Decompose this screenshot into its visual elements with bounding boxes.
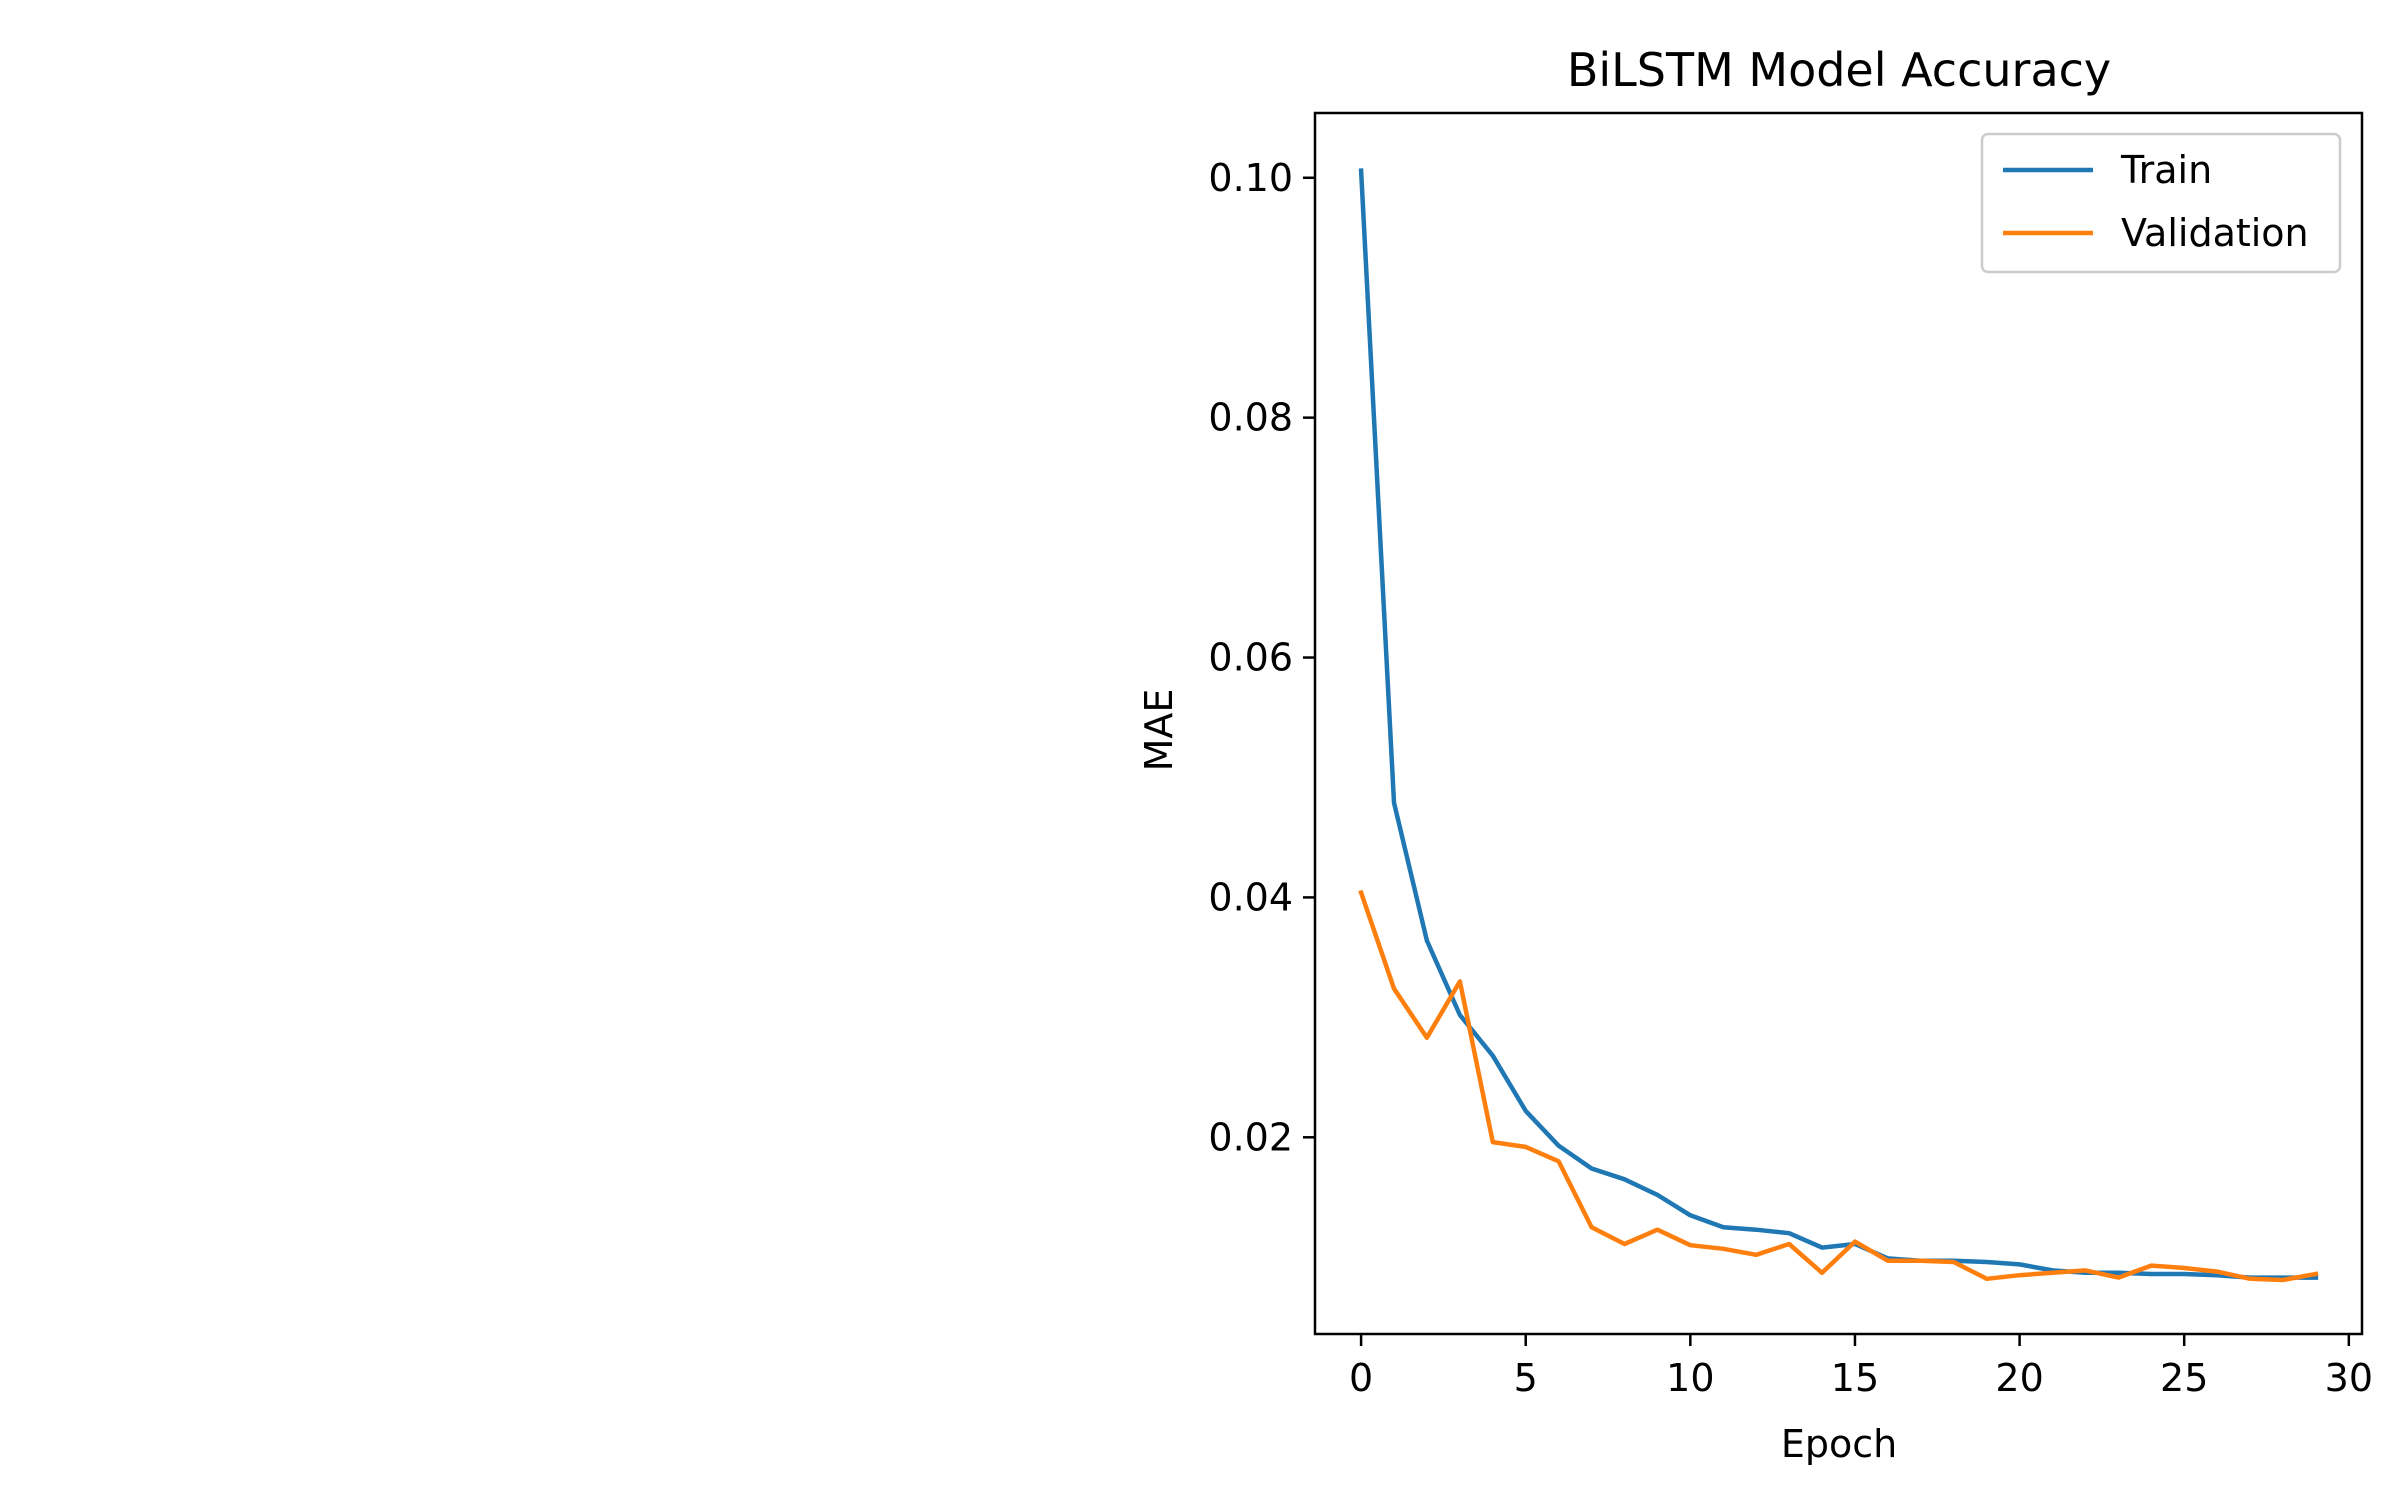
- plot-frame: [1313, 111, 2364, 1336]
- y-tick-label: 0.08: [1208, 396, 1293, 440]
- x-axis: 0 5 10 15 20 25 30: [1349, 1334, 2373, 1400]
- y-tick-label: 0.10: [1208, 156, 1293, 200]
- x-tick-label: 20: [1995, 1356, 2043, 1400]
- y-tick-label: 0.06: [1208, 636, 1293, 680]
- x-tick-label: 15: [1831, 1356, 1879, 1400]
- series-line-train: [1358, 168, 2319, 1280]
- y-axis: 0.02 0.04 0.06 0.08 0.10: [1208, 156, 1315, 1159]
- y-axis-label: MAE: [1137, 689, 1181, 772]
- x-tick-label: 30: [2325, 1356, 2373, 1400]
- x-tick-label: 5: [1514, 1356, 1538, 1400]
- x-tick-label: 0: [1349, 1356, 1373, 1400]
- y-tick-label: 0.04: [1208, 875, 1293, 919]
- plot-area: [1358, 168, 2319, 1283]
- legend: Train Validation: [1980, 132, 2342, 274]
- y-tick-label: 0.02: [1208, 1115, 1293, 1159]
- x-tick-label: 25: [2160, 1356, 2208, 1400]
- legend-label: Train: [2120, 148, 2212, 192]
- legend-label: Validation: [2121, 211, 2309, 255]
- chart-title: BiLSTM Model Accuracy: [1567, 43, 2111, 97]
- series-line-validation: [1358, 889, 2319, 1283]
- x-tick-label: 10: [1666, 1356, 1714, 1400]
- x-axis-label: Epoch: [1781, 1422, 1897, 1466]
